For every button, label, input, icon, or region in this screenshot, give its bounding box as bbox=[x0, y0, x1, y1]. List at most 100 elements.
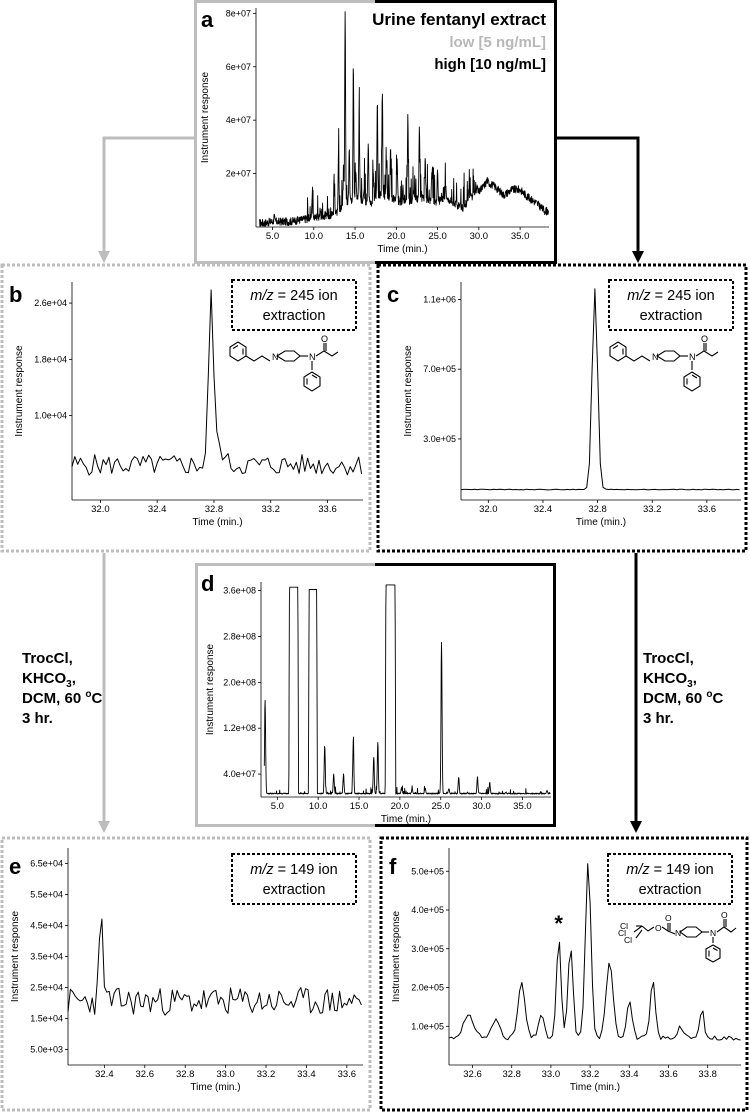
y-tick-label-f: 1.0e+05 bbox=[411, 1021, 444, 1031]
x-tick-label-a: 25.0 bbox=[428, 231, 447, 242]
x-axis-label-d: Time (min.) bbox=[381, 814, 431, 825]
x-tick-label-c: 33.2 bbox=[643, 504, 662, 515]
flow-arrows bbox=[98, 136, 644, 833]
y-tick-label-e: 1.5e+04 bbox=[30, 1014, 63, 1024]
x-axis-label-f: Time (min.) bbox=[570, 1082, 620, 1093]
x-tick-label-e: 32.8 bbox=[176, 1069, 195, 1080]
arrow-a-to-b-head bbox=[98, 251, 110, 263]
svg-text:O: O bbox=[655, 923, 662, 933]
svg-text:3 hr.: 3 hr. bbox=[643, 710, 674, 727]
svg-text:extraction: extraction bbox=[263, 308, 326, 324]
x-axis-label-a: Time (min.) bbox=[377, 244, 427, 255]
trace-d bbox=[263, 584, 551, 795]
panel-c-border bbox=[376, 263, 748, 553]
y-tick-label-e: 4.5e+04 bbox=[30, 921, 63, 931]
y-tick-label-d: 2.8e+08 bbox=[223, 631, 256, 641]
x-tick-label-c: 32.0 bbox=[479, 504, 498, 515]
y-tick-label-a: 6e+07 bbox=[226, 62, 251, 72]
svg-text:Cl: Cl bbox=[618, 928, 626, 938]
y-axis-label-e: Instrument response bbox=[10, 910, 21, 1002]
x-tick-label-d: 15.0 bbox=[350, 801, 369, 812]
arrow-a-to-c bbox=[556, 136, 640, 252]
x-tick-label-a: 30.0 bbox=[470, 231, 489, 242]
svg-text:N: N bbox=[710, 928, 716, 938]
panel-a-legend: Urine fentanyl extract low [5 ng/mL] hig… bbox=[372, 10, 546, 73]
fentanyl-structure-c: N N O bbox=[609, 334, 719, 392]
y-tick-label-b: 1.8e+04 bbox=[34, 354, 67, 364]
svg-text:extraction: extraction bbox=[640, 308, 703, 324]
x-tick-label-a: 35.0 bbox=[511, 231, 530, 242]
chart-d: 5.0 10.0 15.0 20.0 25.0 30.0 35.0 4.0e+07 1.2e+0… bbox=[205, 582, 551, 825]
svg-text:m/z = 149 ion: m/z = 149 ion bbox=[250, 862, 337, 878]
extraction-boxes: m/z = 245 ion extraction m/z = 245 ion e… bbox=[231, 279, 734, 905]
svg-text:O: O bbox=[701, 334, 708, 344]
x-tick-label-f: 33.0 bbox=[542, 1069, 561, 1080]
svg-text:m/z = 245 ion: m/z = 245 ion bbox=[627, 288, 714, 304]
y-tick-label-e: 3.5e+04 bbox=[30, 952, 63, 962]
y-axis-label-f: Instrument response bbox=[391, 910, 402, 1002]
svg-text:extraction: extraction bbox=[639, 882, 702, 898]
x-axis-label-b: Time (min.) bbox=[192, 517, 242, 528]
svg-text:extraction: extraction bbox=[263, 882, 326, 898]
x-tick-label-d: 10.0 bbox=[309, 801, 328, 812]
panel-letter-a: a bbox=[201, 7, 214, 32]
svg-text:m/z = 245 ion: m/z = 245 ion bbox=[250, 288, 337, 304]
svg-text:N: N bbox=[272, 352, 279, 362]
svg-text:KHCO3,: KHCO3, bbox=[643, 670, 697, 690]
panel-d-border-high bbox=[375, 563, 556, 827]
x-tick-label-f: 33.8 bbox=[698, 1069, 717, 1080]
panel-letter-f: f bbox=[389, 854, 397, 879]
svg-text:Cl: Cl bbox=[620, 921, 628, 931]
y-tick-label-c: 7.0e+05 bbox=[423, 364, 456, 374]
legend-high: high [10 ng/mL] bbox=[434, 56, 546, 73]
x-tick-label-b: 33.6 bbox=[318, 504, 337, 515]
svg-text:Cl: Cl bbox=[624, 935, 632, 945]
x-tick-label-e: 33.4 bbox=[297, 1069, 316, 1080]
x-tick-label-e: 32.4 bbox=[95, 1069, 114, 1080]
svg-text:3 hr.: 3 hr. bbox=[22, 710, 53, 727]
panel-letter-b: b bbox=[9, 282, 22, 307]
y-axis-label-a: Instrument response bbox=[200, 71, 211, 163]
y-tick-label-c: 3.0e+05 bbox=[423, 434, 456, 444]
panel-d-border-low bbox=[195, 563, 375, 827]
svg-text:O: O bbox=[665, 913, 672, 923]
y-tick-label-d: 1.2e+08 bbox=[223, 723, 256, 733]
y-tick-label-e: 6.5e+04 bbox=[30, 859, 63, 869]
svg-text:TrocCl,: TrocCl, bbox=[643, 650, 694, 667]
y-tick-label-a: 8e+07 bbox=[226, 8, 251, 18]
x-axis-label-c: Time (min.) bbox=[576, 517, 626, 528]
x-tick-label-f: 33.6 bbox=[659, 1069, 678, 1080]
svg-text:DCM, 60 oC: DCM, 60 oC bbox=[643, 689, 723, 707]
x-axis-label-e: Time (min.) bbox=[190, 1082, 240, 1093]
x-tick-label-c: 32.4 bbox=[534, 504, 553, 515]
y-tick-label-e: 2.5e+04 bbox=[30, 983, 63, 993]
y-tick-label-b: 1.0e+04 bbox=[34, 411, 67, 421]
y-axis-label-d: Instrument response bbox=[205, 643, 216, 735]
arrow-b-to-e-head bbox=[98, 821, 110, 833]
y-tick-label-f: 5.0e+05 bbox=[411, 866, 444, 876]
y-tick-label-d: 2.0e+08 bbox=[223, 677, 256, 687]
svg-text:TrocCl,: TrocCl, bbox=[22, 650, 73, 667]
extraction-box-c: m/z = 245 ion extraction bbox=[608, 279, 734, 331]
trace-f bbox=[448, 863, 741, 1041]
svg-text:N: N bbox=[689, 352, 696, 362]
chart-e: 32.4 32.6 32.8 33.0 33.2 33.4 33.6 5.0e+03 1.5e+… bbox=[10, 848, 363, 1093]
peak-asterisk: * bbox=[554, 911, 563, 936]
x-tick-label-c: 33.6 bbox=[698, 504, 717, 515]
panel-a-border-low bbox=[194, 0, 375, 264]
fentanyl-structure-b: N N O bbox=[229, 334, 339, 392]
chart-a: 5.0 10.0 15.0 20.0 25.0 30.0 35.0 2e+07 4e+07 6e+… bbox=[200, 8, 549, 255]
y-tick-label-f: 3.0e+05 bbox=[411, 944, 444, 954]
trace-e bbox=[67, 918, 362, 1016]
x-tick-label-b: 32.8 bbox=[205, 504, 224, 515]
x-tick-label-f: 33.4 bbox=[620, 1069, 639, 1080]
x-tick-label-e: 33.6 bbox=[338, 1069, 357, 1080]
svg-text:m/z = 149 ion: m/z = 149 ion bbox=[626, 862, 713, 878]
y-tick-label-d: 4.0e+07 bbox=[223, 769, 256, 779]
x-tick-label-d: 20.0 bbox=[391, 801, 410, 812]
panel-a-border-high bbox=[375, 0, 557, 264]
x-tick-label-f: 32.6 bbox=[463, 1069, 482, 1080]
arrow-a-to-c-head bbox=[632, 251, 644, 263]
panel-b-border bbox=[0, 263, 372, 553]
x-tick-label-e: 32.6 bbox=[136, 1069, 155, 1080]
